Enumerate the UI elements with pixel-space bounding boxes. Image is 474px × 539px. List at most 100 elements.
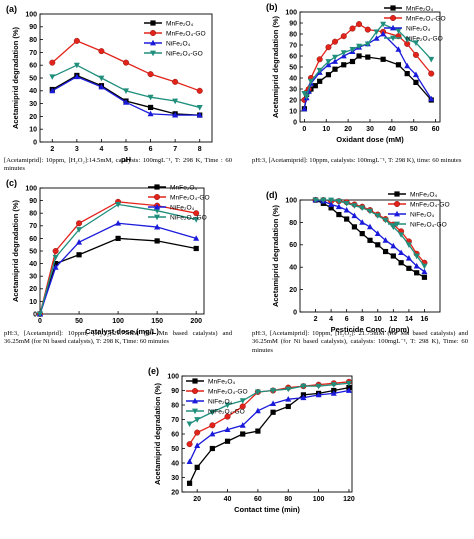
y-tick-label: 10	[289, 108, 297, 115]
data-point	[428, 56, 435, 63]
y-tick-label: 90	[289, 20, 297, 27]
data-point	[254, 389, 261, 396]
data-point	[359, 231, 365, 237]
legend-marker	[394, 210, 400, 217]
y-tick-label: 20	[289, 97, 297, 104]
caption-b-text: pH:3, [Acetamiprid]: 10ppm, catalysts: 1…	[252, 157, 462, 164]
y-tick-label: 80	[289, 31, 297, 38]
data-point	[172, 78, 179, 85]
y-tick-label: 30	[29, 101, 37, 108]
legend-label: NiFe₂O₄-GO	[208, 409, 245, 416]
data-point	[224, 402, 231, 409]
x-tick-label: 4	[99, 146, 103, 153]
data-point	[49, 87, 56, 94]
x-tick-label: 20	[193, 496, 201, 503]
data-point	[356, 43, 363, 50]
y-tick-label: 40	[289, 75, 297, 82]
panel-label: (a)	[6, 4, 17, 14]
data-point	[315, 391, 322, 398]
x-tick-label: 12	[389, 316, 397, 323]
y-tick-label: 90	[29, 24, 37, 31]
legend-label: MnFe₂O₄	[410, 192, 438, 199]
data-point	[147, 71, 154, 78]
data-point	[196, 111, 203, 118]
chart-panel-2: 0 50 100 150 200 0 10 20 30 40 50 60 70 80 90 100 Cataly…	[6, 178, 210, 336]
data-point	[316, 56, 323, 63]
data-point	[345, 387, 352, 393]
data-point	[186, 421, 193, 428]
legend-label: NiFe₂O₄-GO	[166, 51, 203, 58]
legend-marker	[394, 200, 401, 207]
data-point	[382, 217, 389, 224]
y-tick-label: 30	[289, 86, 297, 93]
data-point	[325, 72, 332, 78]
x-tick-label: 40	[388, 126, 396, 133]
x-tick-label: 20	[344, 126, 352, 133]
data-point	[154, 238, 160, 244]
data-point	[196, 105, 203, 111]
legend: MnFe₂O₄ MnFe₂O₄-GO NiFe₂O₄ NiFe₂O₄-GO	[148, 184, 210, 222]
data-point	[147, 104, 154, 111]
y-tick-label: 20	[29, 114, 37, 121]
data-point	[395, 62, 402, 68]
data-point	[186, 480, 193, 486]
data-point	[335, 203, 342, 210]
legend-marker	[390, 35, 396, 42]
legend-label: NiFe₂O₄	[166, 41, 191, 48]
data-point	[349, 58, 356, 65]
y-tick-label: 60	[29, 63, 37, 70]
data-point	[194, 464, 200, 470]
y-tick-label: 100	[285, 9, 297, 16]
data-point	[76, 252, 82, 258]
data-point	[330, 390, 337, 396]
x-tick-label: 3	[75, 146, 79, 153]
legend-label: NiFe₂O₄-GO	[170, 215, 207, 222]
x-tick-label: 30	[366, 126, 374, 133]
data-point	[73, 37, 80, 44]
x-axis-label: pH	[121, 155, 131, 164]
y-tick-label: 50	[29, 75, 37, 82]
chart-panel-3: 2 4 6 8 10 12 14 16 0 20 40 60 80 100 Pesticide Conc. …	[266, 190, 450, 334]
data-point	[317, 78, 323, 84]
legend-label: MnFe₂O₄	[208, 379, 236, 386]
y-tick-label: 80	[171, 402, 179, 409]
legend-label: MnFe₂O₄-GO	[406, 16, 446, 23]
data-point	[351, 224, 358, 230]
x-tick-label: 60	[432, 126, 440, 133]
data-point	[115, 220, 122, 226]
data-point	[332, 38, 339, 45]
legend: MnFe₂O₄ MnFe₂O₄-GO NiFe₂O₄ NiFe₂O₄-GO	[388, 191, 450, 229]
data-point	[336, 211, 342, 218]
x-tick-label: 6	[345, 316, 349, 323]
data-point	[193, 245, 199, 252]
legend-marker	[192, 408, 198, 415]
data-point	[404, 37, 411, 43]
data-point	[428, 70, 435, 77]
data-point	[147, 94, 154, 101]
data-point	[364, 26, 371, 33]
data-point	[122, 59, 129, 66]
legend-marker	[154, 184, 160, 190]
legend-marker	[150, 20, 156, 26]
legend-marker	[150, 39, 156, 46]
data-point	[390, 242, 397, 249]
data-point	[73, 73, 80, 80]
data-point	[374, 230, 381, 236]
y-tick-label: 60	[171, 431, 179, 438]
series-line	[303, 55, 432, 109]
x-tick-label: 0	[38, 318, 42, 325]
data-point	[364, 41, 371, 48]
data-point	[373, 29, 380, 35]
legend-marker	[192, 397, 198, 404]
caption-a-text: [Acetamiprid]: 10ppm, [H₂O₂]:14.5mM, cat…	[4, 157, 232, 173]
data-point	[405, 255, 412, 261]
data-point	[414, 270, 420, 276]
data-point	[375, 242, 381, 248]
legend-marker	[192, 378, 198, 384]
data-point	[98, 75, 105, 82]
data-point	[367, 223, 373, 230]
legend-marker	[154, 214, 160, 221]
data-point	[255, 428, 261, 434]
legend-marker	[191, 388, 198, 395]
data-point	[209, 445, 215, 452]
